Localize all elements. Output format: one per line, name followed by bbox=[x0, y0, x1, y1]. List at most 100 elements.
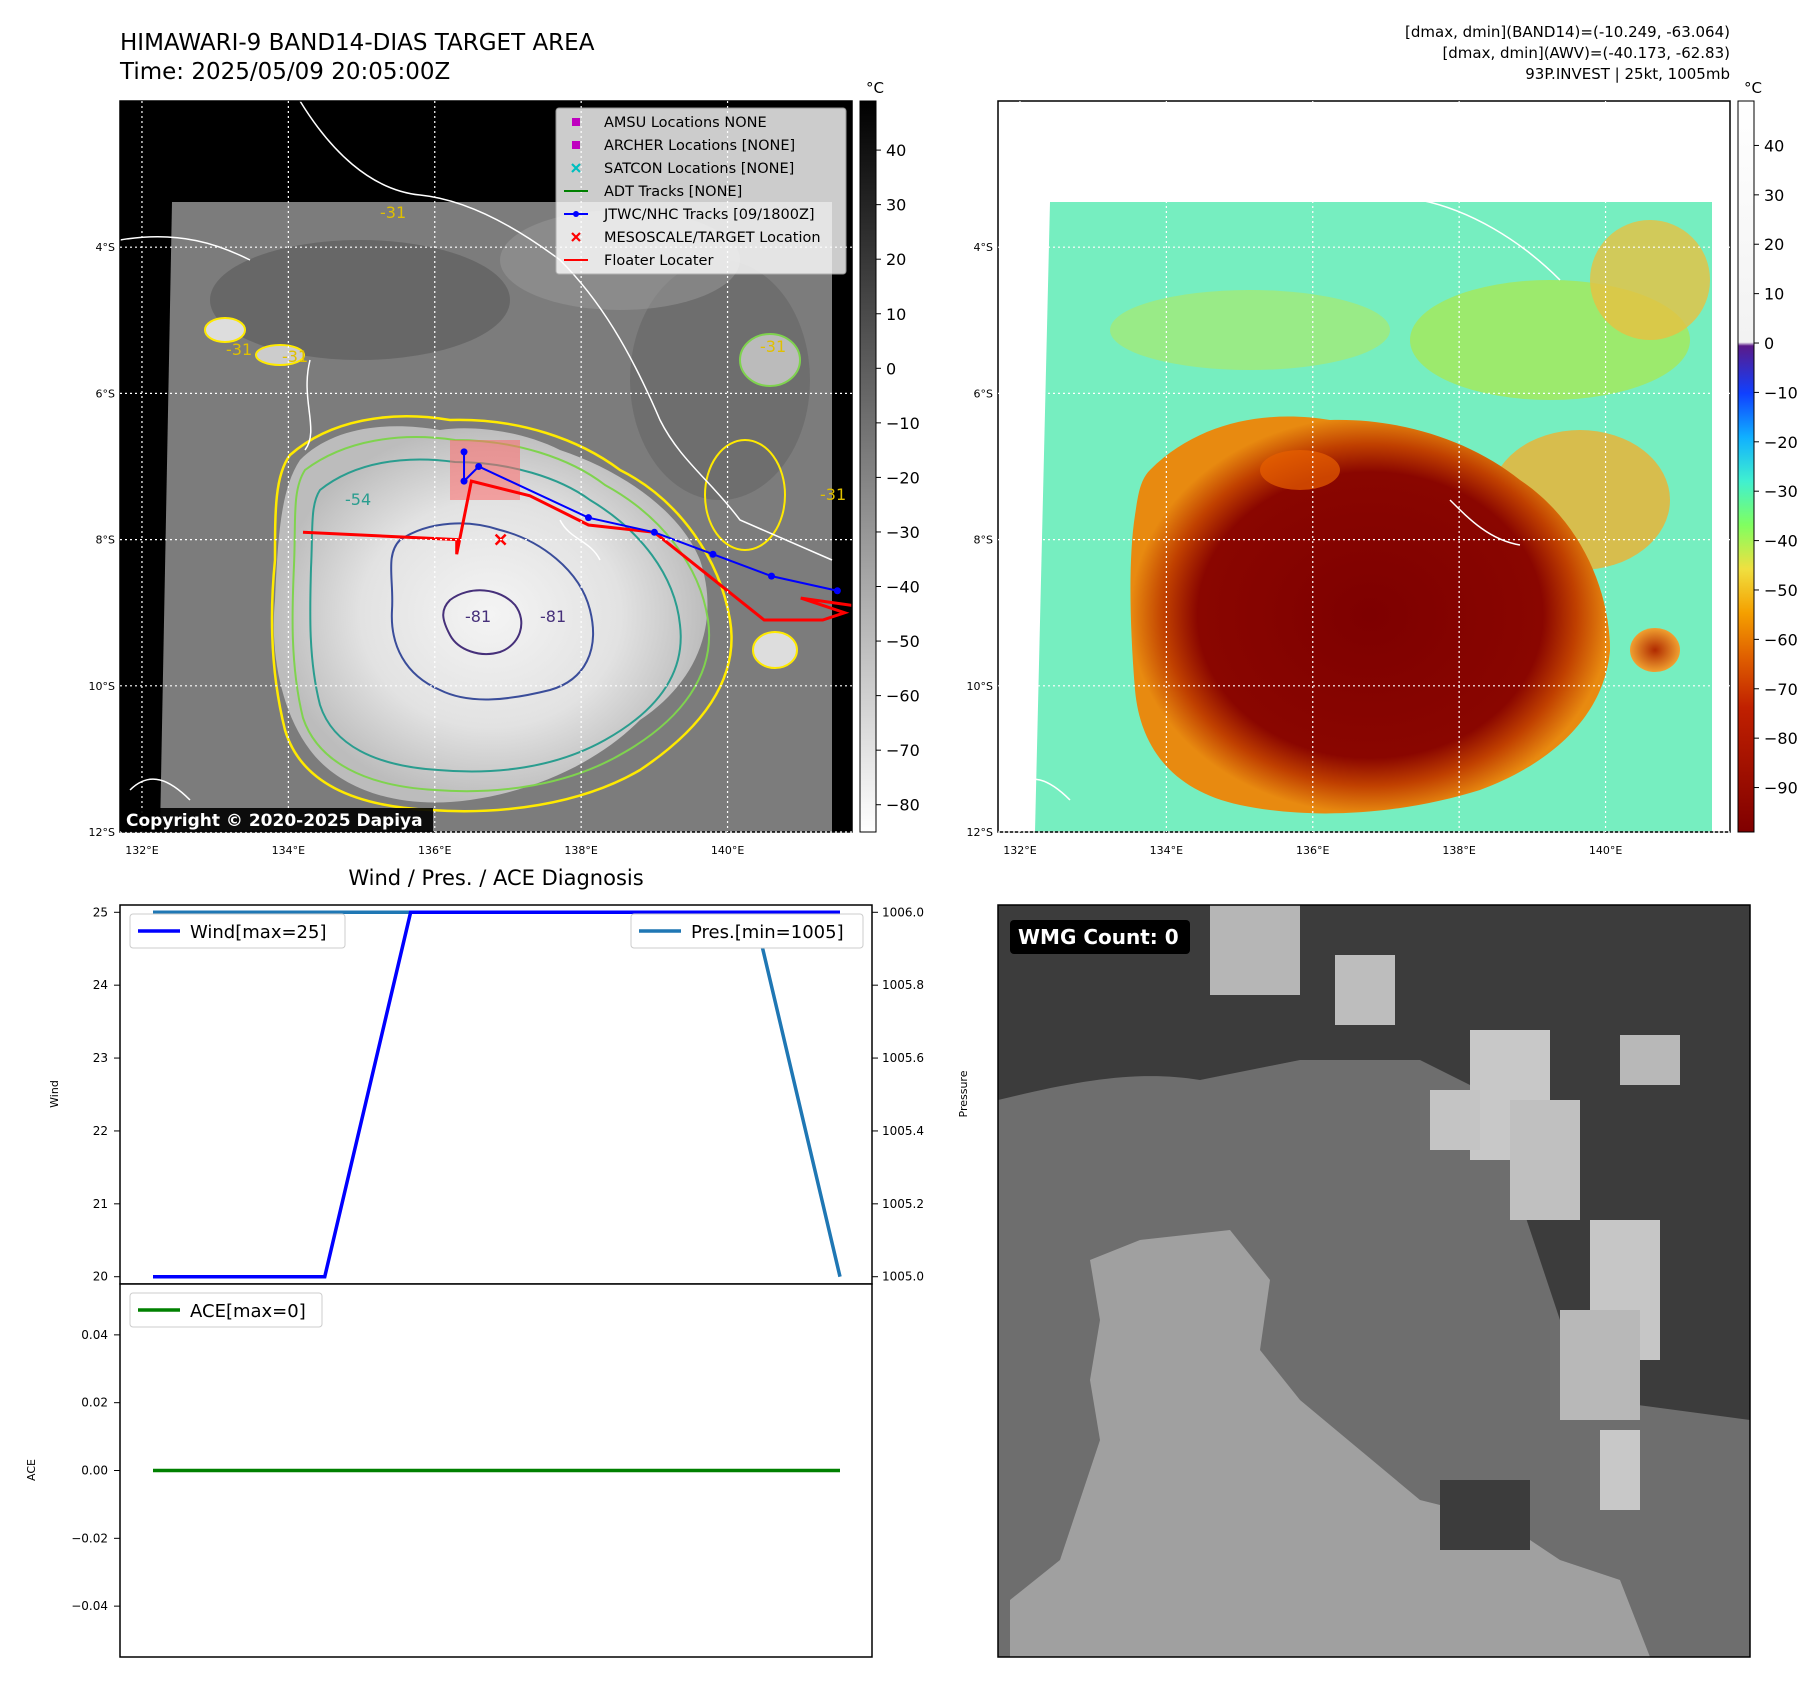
wind-tick-label: 20 bbox=[93, 1270, 108, 1284]
ace-axis-label: ACE bbox=[25, 1459, 38, 1481]
contour-label: -31 bbox=[820, 485, 846, 504]
diagnosis-title: Wind / Pres. / ACE Diagnosis bbox=[348, 866, 643, 890]
wind-tick-label: 23 bbox=[93, 1051, 108, 1065]
contour-label: -31 bbox=[282, 347, 308, 366]
ace-tick-label: 0.02 bbox=[81, 1396, 108, 1410]
colorbar-tick-label: 0 bbox=[1764, 334, 1774, 353]
jtwc-track-point bbox=[475, 463, 483, 470]
colorbar-tick-label: 40 bbox=[886, 141, 906, 160]
lat-tick-label: 10°S bbox=[89, 680, 115, 693]
lon-tick-label: 140°E bbox=[1589, 844, 1622, 857]
colorbar-unit-b: °C bbox=[1744, 79, 1762, 97]
contour-label: -31 bbox=[380, 203, 406, 222]
lat-tick-label: 8°S bbox=[96, 534, 115, 547]
dmax-band14-info: [dmax, dmin](BAND14)=(-10.249, -63.064) bbox=[1405, 23, 1730, 41]
legend-marker bbox=[572, 118, 580, 126]
ir-map-panel: 132°E 134°E 136°E 138°E 140°E 4°S 6°S 8°S 10°S 12… bbox=[89, 100, 853, 857]
ace-tick-label: 0.04 bbox=[81, 1328, 108, 1342]
pressure-legend: Pres.[min=1005] bbox=[630, 913, 864, 949]
legend-label: JTWC/NHC Tracks [09/1800Z] bbox=[603, 207, 815, 223]
ace-tick-label: −0.02 bbox=[71, 1531, 108, 1545]
contour-label: -81 bbox=[465, 607, 491, 626]
map-timestamp: Time: 2025/05/09 20:05:00Z bbox=[119, 59, 450, 85]
colorbar-tick-label: −90 bbox=[1764, 779, 1798, 798]
floater-track bbox=[302, 479, 852, 622]
wind-tick-label: 24 bbox=[93, 978, 108, 992]
legend-label: SATCON Locations [NONE] bbox=[604, 161, 794, 177]
jtwc-track-point bbox=[460, 448, 468, 456]
wind-series-line bbox=[153, 910, 840, 1279]
wind-tick-label: 25 bbox=[93, 905, 108, 919]
lat-tick-label: 6°S bbox=[96, 387, 115, 400]
pressure-tick-label: 1005.2 bbox=[882, 1197, 924, 1211]
jtwc-track-point bbox=[767, 572, 775, 580]
wind-legend: Wind[max=25] bbox=[129, 913, 346, 949]
colorbar-tick-label: −30 bbox=[1764, 482, 1798, 501]
contour-label: -31 bbox=[760, 337, 786, 356]
pressure-tick-label: 1005.6 bbox=[882, 1051, 924, 1065]
legend-marker bbox=[571, 163, 581, 173]
pressure-tick-label: 1005.0 bbox=[882, 1270, 924, 1284]
colorbar-tick-label: −30 bbox=[886, 523, 920, 542]
contour-yellow bbox=[270, 415, 733, 813]
colorbar-tick-label: 10 bbox=[886, 305, 906, 324]
ace-tick-label: 0.00 bbox=[81, 1464, 108, 1478]
ace-legend: ACE[max=0] bbox=[129, 1292, 323, 1328]
lat-tick-label: 4°S bbox=[974, 241, 993, 254]
wind-pressure-panel: 25 24 23 22 21 20 1006.0 1005.8 1005.6 1005.4 100… bbox=[48, 904, 970, 1285]
dmax-awv-info: [dmax, dmin](AWV)=(-40.173, -62.83) bbox=[1442, 44, 1730, 62]
legend-label: ARCHER Locations [NONE] bbox=[604, 138, 795, 154]
legend-label: MESOSCALE/TARGET Location bbox=[604, 230, 821, 246]
legend-label: AMSU Locations NONE bbox=[604, 115, 767, 131]
lon-tick-label: 134°E bbox=[272, 844, 305, 857]
colorbar-tick-label: −80 bbox=[886, 796, 920, 815]
jtwc-track-point bbox=[833, 587, 841, 595]
legend-marker bbox=[572, 141, 580, 149]
colorbar-unit-a: °C bbox=[866, 79, 884, 97]
legend-label: ADT Tracks [NONE] bbox=[604, 184, 742, 200]
wind-legend-label: Wind[max=25] bbox=[190, 922, 327, 943]
wind-tick-label: 22 bbox=[93, 1124, 108, 1138]
legend-marker bbox=[571, 232, 581, 242]
wmg-panel: WMG Count: 0 bbox=[997, 904, 1751, 1658]
pressure-legend-label: Pres.[min=1005] bbox=[691, 922, 844, 943]
wind-axis-label: Wind bbox=[48, 1080, 61, 1108]
colorbar-tick-label: 30 bbox=[886, 196, 906, 215]
color-map-panel: 132°E 134°E 136°E 138°E 140°E 4°S 6°S 8°S 10°S 12… bbox=[967, 100, 1731, 857]
colorbar-tick-label: −70 bbox=[886, 741, 920, 760]
map-legend-box bbox=[555, 107, 847, 275]
colorbar-tick-label: −10 bbox=[1764, 383, 1798, 402]
pressure-tick-label: 1005.4 bbox=[882, 1124, 924, 1138]
colorbar-tick-label: −60 bbox=[886, 687, 920, 706]
contour-label: -81 bbox=[540, 607, 566, 626]
colorbar-tick-label: 0 bbox=[886, 359, 896, 378]
jtwc-track-point bbox=[709, 550, 717, 558]
legend-marker-dot bbox=[573, 211, 579, 217]
lon-tick-label: 138°E bbox=[1442, 844, 1475, 857]
lon-tick-label: 136°E bbox=[418, 844, 451, 857]
lat-tick-label: 8°S bbox=[974, 534, 993, 547]
colorbar-tick-label: −60 bbox=[1764, 630, 1798, 649]
map-title: HIMAWARI-9 BAND14-DIAS TARGET AREA bbox=[120, 30, 595, 56]
colorbar-tick-label: −10 bbox=[886, 414, 920, 433]
colorbar-gray: °C 40 30 20 10 0 −10 −20 −30 −40 −50 −60 −70 −80 bbox=[859, 79, 920, 833]
legend-label: Floater Locater bbox=[604, 253, 713, 269]
lon-tick-label: 138°E bbox=[564, 844, 597, 857]
colorbar-tick-label: 20 bbox=[1764, 235, 1784, 254]
colorbar-tick-label: −50 bbox=[886, 632, 920, 651]
lat-tick-label: 10°S bbox=[967, 680, 993, 693]
colorbar-tick-label: −80 bbox=[1764, 729, 1798, 748]
contour-purple bbox=[442, 589, 523, 655]
lon-tick-label: 132°E bbox=[1003, 844, 1036, 857]
pressure-tick-label: 1006.0 bbox=[882, 905, 924, 919]
colorbar-tick-label: −70 bbox=[1764, 680, 1798, 699]
jtwc-track-point bbox=[650, 528, 658, 536]
contour-label: -31 bbox=[226, 340, 252, 359]
colorbar-tick-label: 40 bbox=[1764, 136, 1784, 155]
copyright: Copyright © 2020-2025 Dapiya bbox=[126, 811, 423, 831]
colorbar-color: °C 40 30 20 10 0 −10 −20 −30 −40 −50 −60 −70 −80 −90 bbox=[1737, 79, 1798, 833]
contour-label: -54 bbox=[345, 490, 371, 509]
jtwc-track-point bbox=[460, 477, 468, 485]
wmg-count: WMG Count: 0 bbox=[1018, 925, 1179, 949]
